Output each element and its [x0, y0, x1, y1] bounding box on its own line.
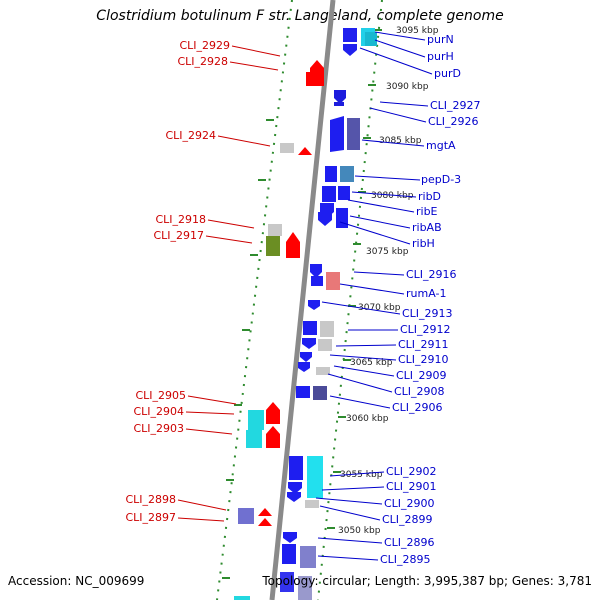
gene-CLI_2903 [266, 402, 280, 424]
gene-purD [343, 44, 357, 56]
gene-CLI_2900 [287, 492, 301, 502]
gene-CLI_2895 [282, 544, 296, 564]
label-CLI_2929: CLI_2929 [179, 39, 230, 52]
label-mgtA: mgtA [426, 139, 456, 152]
label-CLI_2901: CLI_2901 [386, 480, 437, 493]
label-CLI_2904: CLI_2904 [133, 405, 184, 418]
gene-CLI_2911 [318, 339, 332, 351]
label-CLI_2897: CLI_2897 [125, 511, 176, 524]
label-purD: purD [434, 67, 461, 80]
label-ribH: ribH [412, 237, 435, 250]
accession-text: Accession: NC_009699 [8, 574, 145, 588]
label-CLI_2926: CLI_2926 [428, 115, 479, 128]
label-CLI_2924: CLI_2924 [165, 129, 216, 142]
label-CLI_2928: CLI_2928 [177, 55, 228, 68]
label-CLI_2927: CLI_2927 [430, 99, 481, 112]
gene-CLI_2912 [320, 321, 334, 337]
gene-ribD [322, 186, 336, 202]
gene-CLI_2910 [300, 352, 312, 362]
label-CLI_2902: CLI_2902 [386, 465, 437, 478]
label-purN: purN [427, 33, 454, 46]
ruler-label-3055: 3055 kbp [340, 470, 383, 480]
ruler-label-3090: 3090 kbp [386, 82, 429, 92]
label-ribE: ribE [416, 205, 438, 218]
label-CLI_2900: CLI_2900 [384, 497, 435, 510]
gene-CLI_2897 [258, 508, 272, 516]
gene-CLI_2927 [334, 90, 346, 104]
gene-CLI_2899 [305, 500, 319, 508]
track-border-left [216, 0, 293, 600]
genome-backbone [269, 0, 336, 600]
label-CLI_2911: CLI_2911 [398, 338, 449, 351]
gene-CLI_2898 [238, 508, 254, 524]
gene-CLI_2904 [246, 430, 262, 448]
label-CLI_2906: CLI_2906 [392, 401, 443, 414]
label-CLI_2912: CLI_2912 [400, 323, 451, 336]
label-ribAB: ribAB [412, 221, 442, 234]
gene-CLI_2902 [289, 456, 303, 480]
gene-purN [343, 28, 357, 42]
label-ribD: ribD [418, 190, 441, 203]
ruler-label-3060: 3060 kbp [346, 414, 389, 424]
gene-CLI_2924 [298, 147, 312, 155]
ruler-label-3065: 3065 kbp [350, 358, 393, 368]
label-CLI_2916: CLI_2916 [406, 268, 457, 281]
gene-ribAB [336, 208, 348, 228]
gene-pepD-3 [325, 166, 337, 182]
gene-CLI_2905 [248, 410, 264, 430]
label-CLI_2913: CLI_2913 [402, 307, 453, 320]
right-leader-lines [315, 31, 433, 561]
label-CLI_2905: CLI_2905 [135, 389, 186, 402]
label-CLI_2895: CLI_2895 [380, 553, 431, 566]
track-border-right [317, 0, 383, 600]
gene-CLI_2917 [266, 236, 280, 256]
ruler-label-3070: 3070 kbp [358, 303, 401, 313]
gene-CLI_2896 [283, 532, 297, 543]
forward-strand-genes [280, 28, 377, 600]
label-CLI_2908: CLI_2908 [394, 385, 445, 398]
gene-CLI_2916 [310, 264, 322, 278]
gene-CLI_2918 [268, 224, 282, 236]
label-pepD-3: pepD-3 [421, 173, 461, 186]
gene-CLI_2909 [298, 362, 310, 372]
ruler-label-3075: 3075 kbp [366, 247, 409, 257]
label-CLI_2917: CLI_2917 [153, 229, 204, 242]
topology-text: Topology: circular; Length: 3,995,387 bp… [262, 574, 592, 588]
ruler-label-3085: 3085 kbp [379, 136, 422, 146]
ruler-tick-marks [222, 29, 382, 579]
label-purH: purH [427, 50, 454, 63]
label-CLI_2899: CLI_2899 [382, 513, 433, 526]
label-CLI_2910: CLI_2910 [398, 353, 449, 366]
reverse-strand-genes [234, 60, 324, 600]
label-CLI_2896: CLI_2896 [384, 536, 435, 549]
gene-CLI_2906 [296, 386, 310, 398]
gene-CLI_2913 [303, 321, 317, 335]
gene-CLI_2908 [316, 367, 330, 375]
gene-ribH [318, 212, 332, 226]
label-CLI_2909: CLI_2909 [396, 369, 447, 382]
gene-CLI_2901 [288, 482, 302, 494]
label-CLI_2903: CLI_2903 [133, 422, 184, 435]
left-leader-lines [177, 45, 281, 522]
label-rumA-1: rumA-1 [406, 287, 446, 300]
label-CLI_2898: CLI_2898 [125, 493, 176, 506]
gene-CLI_2926 [334, 102, 344, 106]
gene-rumA-1 [326, 272, 340, 290]
map-title: Clostridium botulinum F str. Langeland, … [96, 8, 504, 24]
ruler-label-3095: 3095 kbp [396, 26, 439, 36]
gene-mgtA [330, 116, 344, 152]
ruler-label-3080: 3080 kbp [371, 191, 414, 201]
label-CLI_2918: CLI_2918 [155, 213, 206, 226]
ruler-label-3050: 3050 kbp [338, 526, 381, 536]
